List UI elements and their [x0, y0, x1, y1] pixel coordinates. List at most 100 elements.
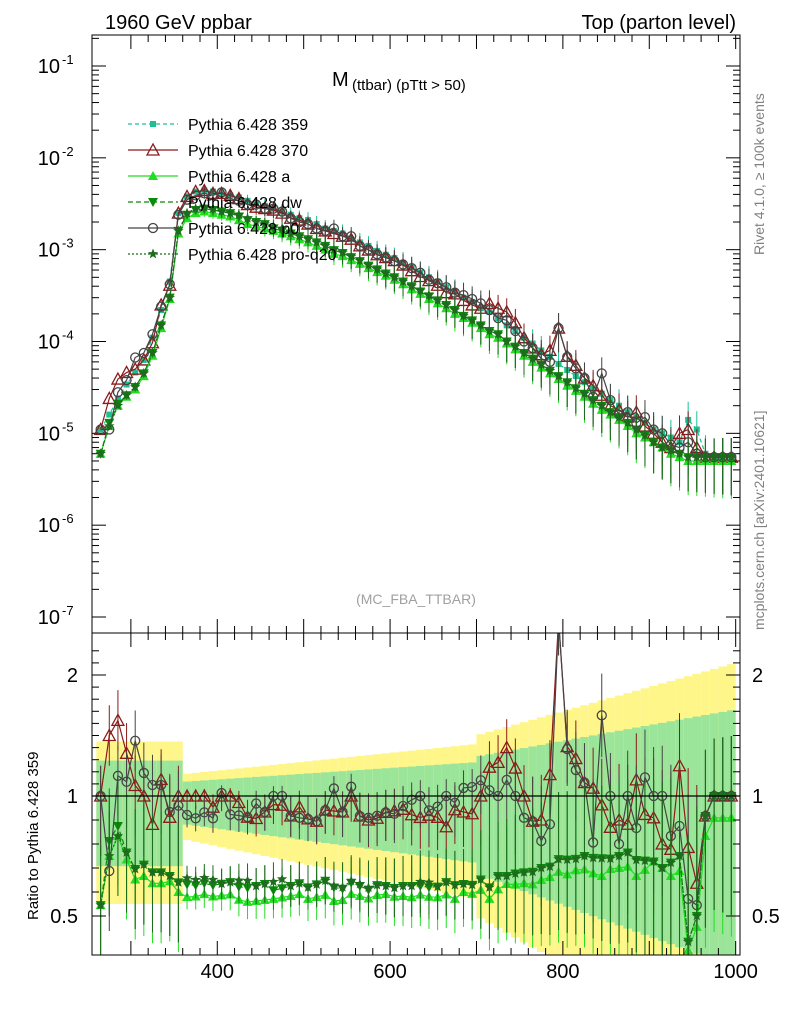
marker-triangle-open [465, 806, 480, 820]
marker-star [207, 203, 219, 214]
marker-triangle-open [188, 184, 203, 198]
marker-circle-open [389, 255, 400, 267]
legend-entry: Pythia 6.428 pro-q20 [128, 247, 337, 264]
marker-circle-open [130, 352, 141, 363]
marker-star [423, 289, 435, 300]
marker-circle-open [112, 770, 124, 781]
marker-star [665, 445, 677, 455]
ratio-ytick-label-right: 2 [752, 665, 763, 687]
marker-star [700, 810, 711, 821]
marker-star [415, 284, 426, 295]
marker-triangle-open [249, 199, 264, 213]
marker-star [95, 448, 106, 459]
marker-star [501, 870, 512, 881]
ratio-series-5 [95, 736, 737, 955]
marker-circle-open [346, 781, 357, 792]
main-ticks: 10-110-210-310-410-510-610-7 [38, 35, 740, 633]
marker-star [458, 878, 469, 889]
marker-circle-open [596, 710, 607, 721]
marker-star [544, 861, 556, 871]
xtick-label: 800 [546, 961, 579, 983]
marker-circle-open [181, 809, 193, 821]
marker-star [475, 319, 486, 330]
marker-star [259, 878, 270, 889]
marker-star [484, 325, 495, 336]
marker-star [700, 451, 711, 462]
marker-star [691, 451, 702, 462]
ratio-series [93, 633, 739, 955]
marker-star [553, 370, 564, 381]
marker-star [674, 448, 685, 459]
marker-star [596, 400, 607, 411]
main-ytick-label: 10 [38, 607, 60, 629]
ratio-ytick-label: 0.5 [50, 906, 78, 928]
marker-triangle-open [162, 277, 177, 291]
marker-star [423, 876, 435, 887]
marker-star [492, 870, 504, 881]
marker-circle-open [562, 743, 573, 755]
marker-circle-open [441, 282, 452, 293]
main-ytick-exponent: -5 [62, 419, 74, 434]
marker-star [587, 852, 599, 863]
ratio-ticks: 2 2 1 1 0.5 0.5 400 600 800 1000 [50, 633, 780, 983]
legend-label: Pythia 6.428 370 [188, 143, 308, 160]
marker-star [302, 881, 314, 892]
main-ytick-exponent: -6 [62, 511, 74, 526]
marker-star [492, 328, 504, 339]
marker-star [155, 866, 167, 877]
marker-star [622, 417, 633, 428]
chart-title-main: M [332, 69, 349, 91]
legend-label: Pythia 6.428 p0 [188, 221, 299, 238]
marker-star [363, 259, 374, 270]
marker-circle-open [397, 800, 409, 812]
marker-star [242, 212, 253, 223]
marker-star [510, 868, 521, 878]
main-ytick-exponent: -3 [62, 236, 74, 251]
ratio-panel: 2 2 1 1 0.5 0.5 400 600 800 1000 Ratio to Pythia … [25, 632, 780, 983]
marker-circle-open [328, 223, 340, 234]
marker-star [104, 850, 115, 861]
marker-star [544, 365, 556, 376]
marker-star [527, 866, 538, 877]
marker-circle-open [397, 259, 409, 270]
marker-star [259, 218, 270, 229]
marker-star [199, 201, 210, 212]
main-ytick-exponent: -1 [62, 52, 74, 67]
marker-star [371, 879, 383, 890]
analysis-label: (MC_FBA_TTBAR) [356, 591, 476, 607]
marker-star [406, 880, 417, 891]
marker-star [112, 400, 124, 411]
main-panel: 10-110-210-310-410-510-610-7 Pythia 6.42… [38, 34, 741, 634]
marker-circle-open [406, 262, 417, 274]
marker-circle-open [328, 783, 340, 794]
marker-circle-open [570, 764, 581, 776]
marker-star [155, 319, 167, 330]
marker-star [622, 847, 633, 857]
marker-star [181, 207, 193, 218]
marker-star [466, 879, 478, 890]
ratio-ytick-label-right: 1 [752, 786, 763, 808]
marker-star [95, 899, 106, 910]
marker-circle-open [199, 807, 210, 818]
marker-circle-open [259, 806, 270, 818]
marker-star [121, 847, 132, 857]
main-ytick-label: 10 [38, 332, 60, 354]
marker-star [674, 850, 685, 861]
ratio-ylabel: Ratio to Pythia 6.428 359 [25, 752, 42, 920]
legend-label: Pythia 6.428 dw [188, 195, 302, 212]
marker-star [216, 878, 227, 889]
marker-circle-open [147, 329, 158, 340]
main-ytick-exponent: -2 [62, 144, 74, 159]
marker-star [631, 854, 642, 865]
marker-star [432, 294, 443, 305]
marker-triangle-open [439, 819, 454, 833]
marker-star [587, 394, 599, 405]
marker-star [475, 874, 486, 884]
legend-entry: Pythia 6.428 a [128, 169, 290, 186]
main-ytick-label: 10 [38, 56, 60, 78]
ratio-frame [91, 632, 741, 956]
marker-star [328, 244, 340, 255]
ratio-ytick-label: 2 [67, 665, 78, 687]
marker-circle-open [207, 813, 219, 824]
chart-title-sub: (ttbar) (pTtt > 50) [352, 77, 466, 94]
